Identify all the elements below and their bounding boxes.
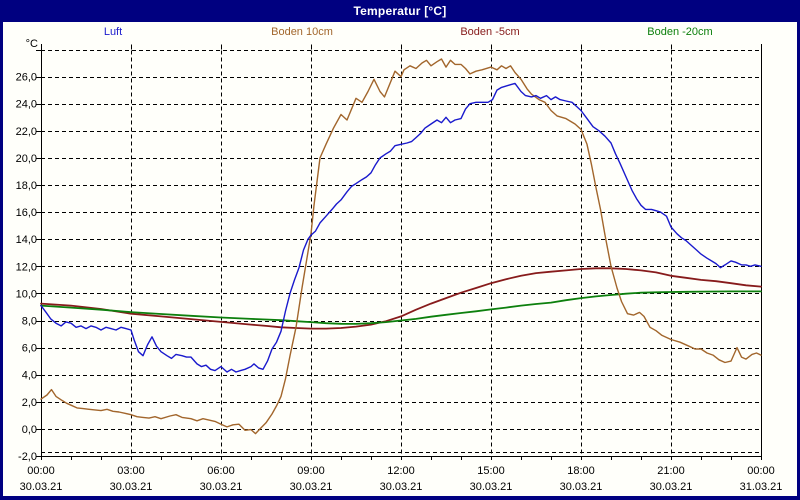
x-tick-date-label: 30.03.21 [20, 481, 63, 493]
series-lines [40, 58, 762, 435]
y-tick-label: 26,0 [16, 72, 37, 84]
x-tick-date-label: 30.03.21 [650, 481, 693, 493]
x-tick-time-label: 18:00 [567, 465, 595, 477]
y-tick-label: 20,0 [16, 153, 37, 165]
y-tick-label: 24,0 [16, 99, 37, 111]
y-tick-label: 8,0 [22, 316, 37, 328]
x-tick-time-label: 12:00 [387, 465, 415, 477]
y-tick-label: 0,0 [22, 424, 37, 436]
y-tick-label: 2,0 [22, 397, 37, 409]
y-tick-label: -2,0 [18, 451, 37, 463]
x-tick-date-label: 31.03.21 [740, 481, 783, 493]
legend-item-boden-minus20cm: Boden -20cm [647, 26, 713, 38]
x-tick-date-label: 30.03.21 [110, 481, 153, 493]
y-tick-label: 6,0 [22, 343, 37, 355]
legend-item-luft: Luft [103, 26, 123, 38]
series-line-boden-20cm [40, 290, 762, 325]
x-tick-time-label: 00:00 [747, 465, 775, 477]
x-tick-date-label: 30.03.21 [380, 481, 423, 493]
x-tick-time-label: 00:00 [27, 465, 55, 477]
y-tick-label: 14,0 [16, 234, 37, 246]
y-tick-label: 10,0 [16, 288, 37, 300]
x-tick-time-label: 06:00 [207, 465, 235, 477]
legend-item-boden-minus5cm: Boden -5cm [460, 26, 520, 38]
y-tick-label: 16,0 [16, 207, 37, 219]
y-tick-label: 22,0 [16, 126, 37, 138]
legend-item-boden-10cm: Boden 10cm [271, 26, 333, 38]
axis-labels: 26,0 24,0 22,0 20,0 18,0 16,0 14,0 12,0 10,0 8,0 6… [16, 72, 783, 493]
series-line-boden-5cm [40, 267, 762, 330]
x-tick-time-label: 03:00 [117, 465, 145, 477]
x-tick-date-label: 30.03.21 [470, 481, 513, 493]
gridlines [41, 50, 761, 456]
y-tick-label: 4,0 [22, 370, 37, 382]
x-tick-time-label: 09:00 [297, 465, 325, 477]
chart-panel [3, 22, 797, 496]
series-line-luft [40, 82, 762, 373]
axes [36, 44, 762, 460]
x-tick-date-label: 30.03.21 [560, 481, 603, 493]
x-tick-date-label: 30.03.21 [290, 481, 333, 493]
y-tick-label: 18,0 [16, 180, 37, 192]
y-tick-label: 12,0 [16, 261, 37, 273]
x-tick-time-label: 15:00 [477, 465, 505, 477]
x-tick-time-label: 21:00 [657, 465, 685, 477]
x-tick-date-label: 30.03.21 [200, 481, 243, 493]
series-line-boden-10cm [40, 58, 762, 435]
y-axis-unit-label: °C [25, 38, 38, 50]
title-bar: Temperatur [°C] [0, 0, 800, 22]
window-title: Temperatur [°C] [353, 4, 447, 18]
